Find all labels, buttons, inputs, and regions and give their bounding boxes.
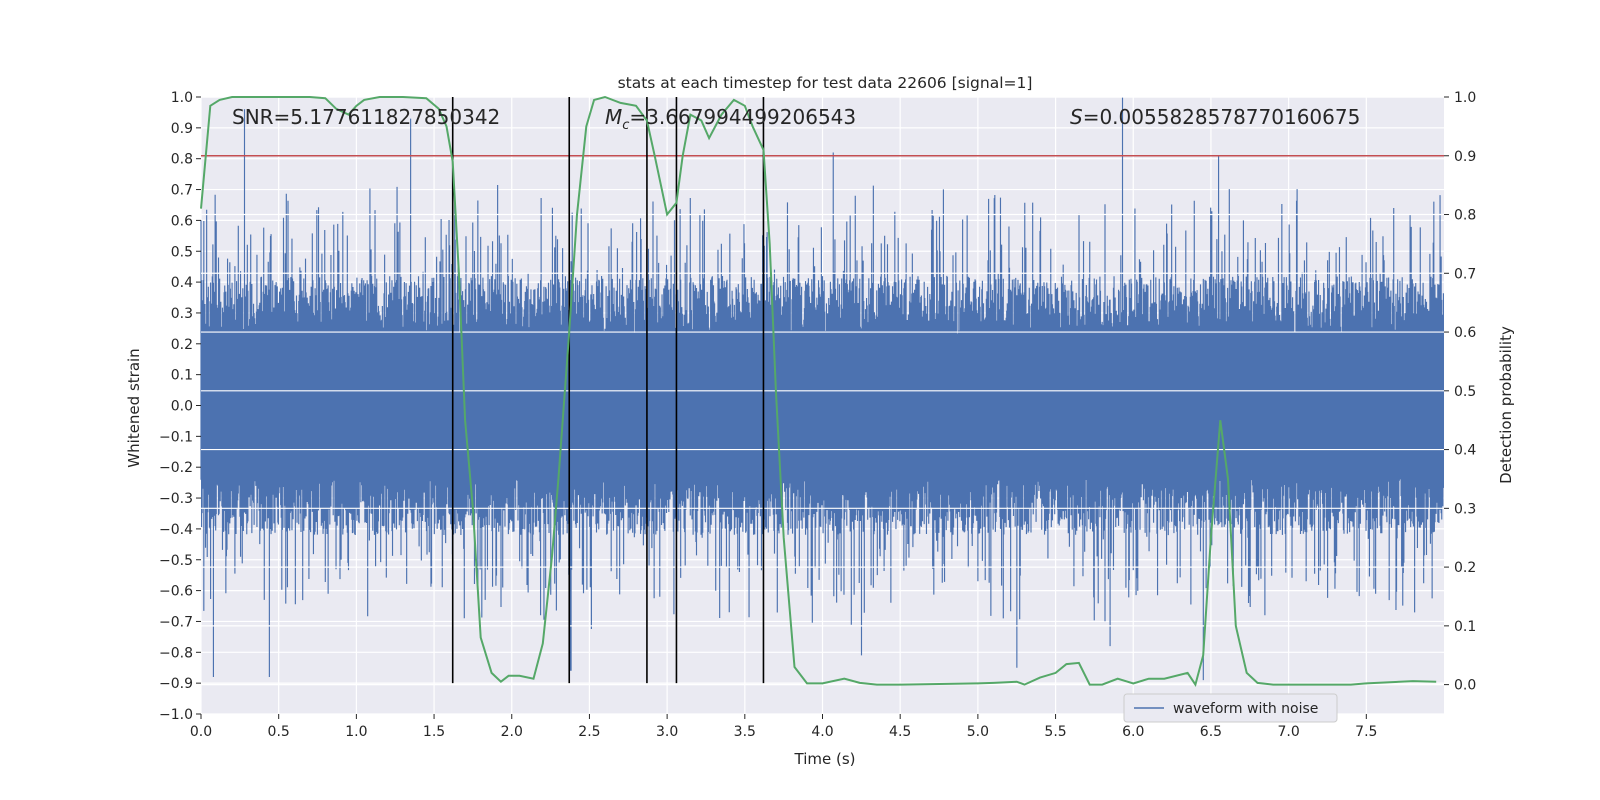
- y-left-tick-label: −0.6: [159, 584, 193, 600]
- y-left-tick-label: −0.5: [159, 553, 193, 569]
- y-left-tick-label: −0.9: [159, 676, 193, 692]
- x-tick-label: 2.5: [578, 724, 600, 740]
- x-tick-label: 4.0: [811, 724, 833, 740]
- x-tick-label: 0.5: [268, 724, 290, 740]
- y-right-tick-label: 0.7: [1454, 266, 1476, 282]
- chirp-mass-symbol: M: [605, 105, 622, 129]
- x-tick-label: 3.5: [734, 724, 756, 740]
- chirp-mass-value: =3.667994499206543: [629, 105, 856, 129]
- x-tick-label: 7.0: [1277, 724, 1299, 740]
- y-left-tick-label: 0.5: [171, 244, 193, 260]
- x-tick-label: 6.0: [1122, 724, 1144, 740]
- y-left-tick-label: −0.4: [159, 522, 193, 538]
- y-left-tick-label: 0.4: [171, 275, 193, 291]
- y-right-tick-label: 0.6: [1454, 325, 1476, 341]
- x-tick-label: 1.0: [345, 724, 367, 740]
- snr-annotation: SNR=5.177611827850342: [232, 105, 500, 129]
- y-left-tick-label: 0.1: [171, 368, 193, 384]
- y-right-tick-label: 0.1: [1454, 619, 1476, 635]
- y-right-tick-label: 0.9: [1454, 149, 1476, 165]
- x-tick-label: 4.5: [889, 724, 911, 740]
- x-tick-label: 0.0: [190, 724, 212, 740]
- x-tick-label: 3.0: [656, 724, 678, 740]
- y-left-tick-label: 0.9: [171, 121, 193, 137]
- y-right-axis-ticks: 0.0 0.1 0.2 0.3 0.4 0.5 0.6 0.7 0.8 0.9 1.0: [1444, 90, 1476, 694]
- y-right-tick-label: 0.8: [1454, 208, 1476, 224]
- y-left-tick-label: 0.2: [171, 337, 193, 353]
- y-left-tick-label: 1.0: [171, 90, 193, 106]
- y-left-tick-label: −0.3: [159, 491, 193, 507]
- y-right-tick-label: 0.2: [1454, 560, 1476, 576]
- y-left-tick-label: 0.6: [171, 213, 193, 229]
- y-left-tick-label: 0.7: [171, 183, 193, 199]
- y-right-tick-label: 0.5: [1454, 384, 1476, 400]
- legend-box: [1123, 693, 1338, 723]
- chirp-mass-annotation: Mc=3.667994499206543: [605, 105, 856, 133]
- y-left-axis-ticks: −1.0 −0.9 −0.8 −0.7 −0.6 −0.5 −0.4 −0.3 −0.2 −0.1…: [159, 90, 201, 723]
- y-right-tick-label: 0.3: [1454, 501, 1476, 517]
- x-tick-label: 5.0: [967, 724, 989, 740]
- x-axis-label: Time (s): [794, 750, 856, 768]
- y-left-tick-label: −1.0: [159, 707, 193, 723]
- y-left-tick-label: −0.1: [159, 429, 193, 445]
- x-tick-label: 1.5: [423, 724, 445, 740]
- y-left-tick-label: 0.0: [171, 399, 193, 415]
- x-tick-label: 6.5: [1200, 724, 1222, 740]
- vertical-markers: [451, 97, 765, 684]
- s-annotation: S=0.0055828578770160675: [1070, 105, 1360, 129]
- legend: waveform with noise: [1123, 693, 1338, 723]
- y-left-tick-label: −0.2: [159, 460, 193, 476]
- y-left-tick-label: 0.8: [171, 152, 193, 168]
- x-tick-label: 2.0: [501, 724, 523, 740]
- s-value: =0.0055828578770160675: [1083, 105, 1361, 129]
- y-left-tick-label: −0.8: [159, 645, 193, 661]
- x-axis-ticks: 0.0 0.5 1.0 1.5 2.0 2.5 3.0 3.5 4.0 4.5 5.0 5.5 6.0 6…: [190, 714, 1377, 740]
- y-left-tick-label: 0.3: [171, 306, 193, 322]
- legend-label: waveform with noise: [1173, 701, 1318, 717]
- s-symbol: S: [1070, 105, 1083, 129]
- x-tick-label: 7.5: [1355, 724, 1377, 740]
- chart-title: stats at each timestep for test data 226…: [618, 74, 1033, 92]
- chirp-mass-subscript: c: [622, 118, 629, 133]
- y-right-tick-label: 1.0: [1454, 90, 1476, 106]
- probability-series-line: [200, 95, 1437, 687]
- y-right-tick-label: 0.0: [1454, 678, 1476, 694]
- y-right-tick-label: 0.4: [1454, 443, 1476, 459]
- x-tick-label: 5.5: [1044, 724, 1066, 740]
- y-left-axis-label: Whitened strain: [125, 348, 143, 467]
- y-left-tick-label: −0.7: [159, 614, 193, 630]
- y-right-axis-label: Detection probability: [1497, 326, 1515, 484]
